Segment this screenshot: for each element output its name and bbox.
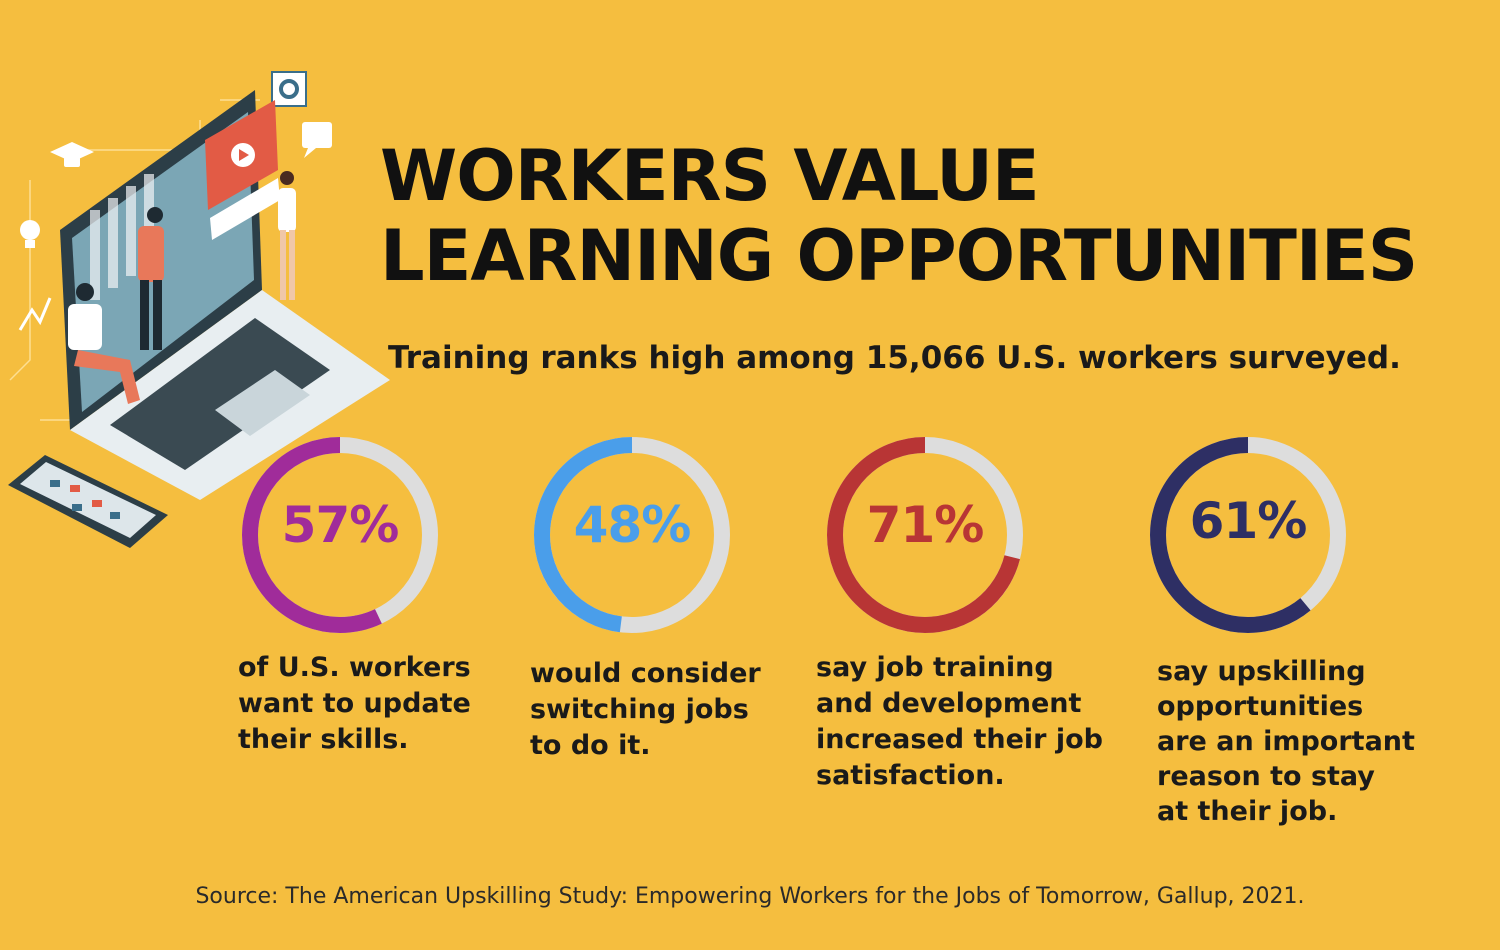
desc-line: would consider xyxy=(530,658,761,689)
title-line-2: LEARNING OPPORTUNITIES xyxy=(380,215,1418,297)
video-player-icon xyxy=(205,100,280,240)
stat-percentage: 61% xyxy=(1189,492,1308,550)
desc-line: of U.S. workers xyxy=(238,652,471,683)
donut-arc xyxy=(242,437,438,633)
smartphone-icon xyxy=(8,455,168,548)
person-standing-icon xyxy=(138,207,164,350)
desc-line: and development xyxy=(816,688,1082,719)
title-line-1: WORKERS VALUE xyxy=(380,135,1040,217)
stat-description: say upskilling opportunities are an impo… xyxy=(1157,654,1457,829)
desc-line: to do it. xyxy=(530,730,651,761)
desc-line: are an important xyxy=(1157,726,1415,757)
stat-item-4: 61% say upskilling opportunities are an … xyxy=(1143,430,1415,827)
donut-chart-3 xyxy=(827,437,1023,633)
desc-line: say job training xyxy=(816,652,1054,683)
stat-description: of U.S. workers want to update their ski… xyxy=(238,650,508,758)
stat-item-1: 57% of U.S. workers want to update their… xyxy=(235,430,505,755)
person-pointing-icon xyxy=(278,171,296,300)
subtitle: Training ranks high among 15,066 U.S. wo… xyxy=(388,340,1401,376)
person-sitting-icon xyxy=(68,283,140,404)
chat-bubble-icon xyxy=(302,122,332,158)
donut-chart-1 xyxy=(242,437,438,633)
stat-item-2: 48% would consider switching jobs to do … xyxy=(527,430,797,761)
lightbulb-icon xyxy=(20,220,40,248)
laptop-learning-illustration xyxy=(8,71,390,548)
stat-percentage: 71% xyxy=(866,496,985,554)
graduation-cap-icon xyxy=(50,142,94,167)
page-title: WORKERS VALUE LEARNING OPPORTUNITIES xyxy=(380,136,1480,296)
desc-line: their skills. xyxy=(238,724,409,755)
desc-line: reason to stay xyxy=(1157,761,1375,792)
donut-chart-2 xyxy=(534,437,730,633)
donut-arc xyxy=(534,437,730,633)
line-chart-icon xyxy=(18,297,52,331)
stat-percentage: 57% xyxy=(281,496,400,554)
desc-line: increased their job xyxy=(816,724,1103,755)
desc-line: want to update xyxy=(238,688,471,719)
donut-arc xyxy=(827,437,1023,633)
desc-line: opportunities xyxy=(1157,691,1364,722)
stat-item-3: 71% say job training and development inc… xyxy=(816,430,1103,791)
donut-arc xyxy=(1150,437,1346,633)
gear-icon xyxy=(271,71,307,107)
stat-description: would consider switching jobs to do it. xyxy=(530,656,800,764)
desc-line: switching jobs xyxy=(530,694,749,725)
stat-description: say job training and development increas… xyxy=(816,650,1106,794)
desc-line: satisfaction. xyxy=(816,760,1005,791)
stat-percentage: 48% xyxy=(573,496,692,554)
donut-chart-4 xyxy=(1150,437,1346,633)
desc-line: at their job. xyxy=(1157,796,1338,827)
source-citation: Source: The American Upskilling Study: E… xyxy=(195,884,1305,909)
desc-line: say upskilling xyxy=(1157,656,1366,687)
